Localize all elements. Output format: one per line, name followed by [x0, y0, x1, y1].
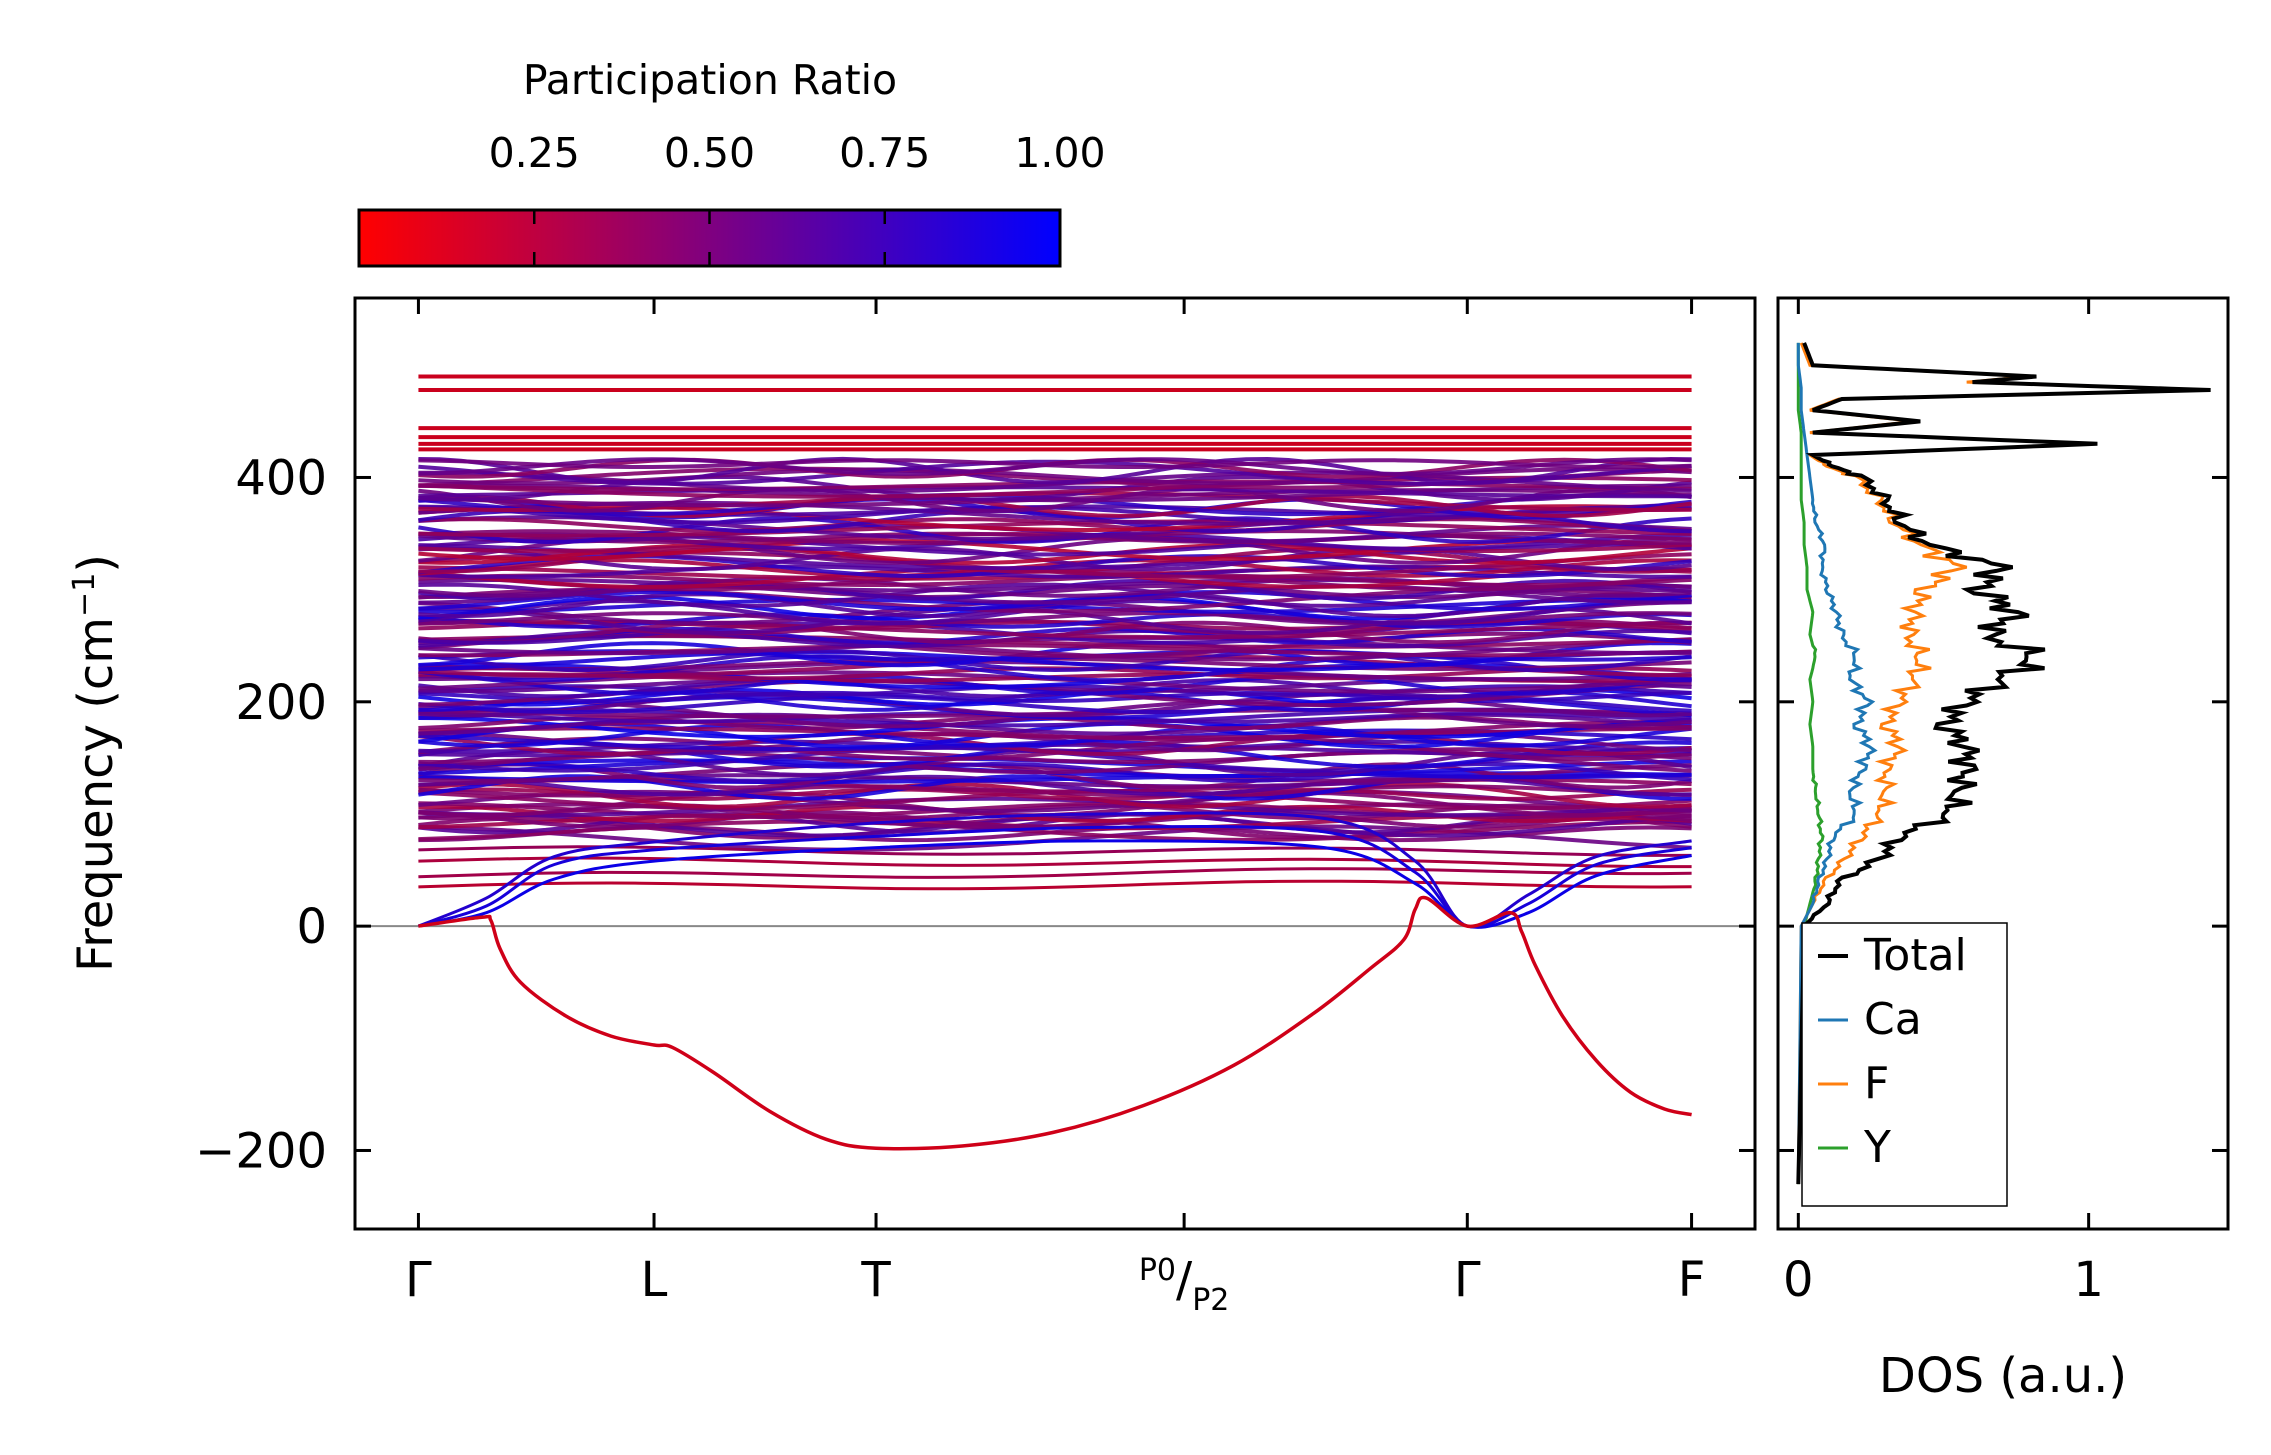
colorbar-ticks [533, 210, 1062, 266]
dos-lines [1796, 342, 2211, 1185]
k-label-part: / [1176, 1252, 1193, 1308]
phonon-band [418, 597, 1692, 614]
optic-band [418, 879, 1692, 891]
colorbar-tick-label: 0.75 [839, 129, 930, 177]
ylabel-suffix: ) [68, 554, 124, 573]
k-point-label: P0/P2 [1139, 1252, 1230, 1318]
soft-mode-band [418, 895, 1692, 1151]
y-tick-label: −200 [195, 1123, 327, 1179]
phonon-band [418, 458, 1692, 469]
band-x-ticks: Γ L T P0/P2 Γ F [405, 298, 1705, 1318]
acoustic-band [417, 811, 1692, 929]
legend-entries: Total Ca FY [1818, 930, 1967, 1173]
phonon-band [418, 558, 1692, 578]
ylabel-superscript: −1 [67, 573, 102, 617]
dos-legend: Total Ca FY [1801, 922, 2008, 1207]
band-y-axis-label: Frequency (cm−1) [67, 554, 124, 972]
legend-label: Total [1863, 930, 1967, 981]
k-point-label: F [1678, 1252, 1706, 1308]
legend-frame [1801, 922, 2008, 1207]
phonon-band [418, 804, 1692, 824]
phonon-band [418, 517, 1692, 533]
legend-label: Ca [1864, 994, 1922, 1045]
phonon-band [418, 456, 1692, 485]
colorbar-tick-label: 0.50 [664, 129, 755, 177]
phonon-band [418, 648, 1692, 673]
dos-series-ca [1796, 342, 1878, 1185]
legend-label: F [1864, 1058, 1889, 1109]
phonon-band [418, 564, 1692, 579]
phonon-band [418, 612, 1692, 629]
k-point-label: Γ [405, 1252, 432, 1308]
acoustic-band [417, 825, 1692, 929]
y-tick-label: 200 [235, 675, 327, 731]
phonon-band [418, 546, 1692, 572]
acoustic-band [418, 839, 1692, 929]
colorbar-tick-label: 0.25 [489, 129, 580, 177]
dos-series-total [1796, 342, 2211, 1185]
phonon-band [418, 487, 1692, 513]
dos-x-axis-label: DOS (a.u.) [1879, 1348, 2127, 1404]
colorbar-tick-label: 1.00 [1014, 129, 1105, 177]
k-label-part: P0 [1139, 1253, 1176, 1288]
y-tick-label: 400 [235, 450, 327, 506]
k-point-label: T [860, 1252, 891, 1308]
optic-band [418, 867, 1692, 879]
dos-axes-frame [1776, 296, 2230, 1231]
k-point-label: Γ [1454, 1252, 1481, 1308]
y-tick-label: 0 [296, 899, 327, 955]
colorbar: Participation Ratio 0.25 0.50 0.75 1.00 [357, 56, 1106, 268]
dos-series-y [1796, 342, 1825, 1185]
dos-x-tick-label: 0 [1783, 1252, 1814, 1308]
phonon-band [418, 641, 1692, 668]
phonon-band [418, 692, 1692, 718]
dos-x-tick-label: 1 [2073, 1252, 2104, 1308]
phonon-band [418, 573, 1692, 588]
optic-band [418, 856, 1692, 869]
legend-label: Y [1863, 1122, 1891, 1173]
colorbar-label: Participation Ratio [523, 56, 897, 104]
k-label-part: P2 [1192, 1283, 1229, 1318]
ylabel-prefix: Frequency (cm [68, 617, 124, 972]
band-y-ticks: −200 0 200 400 [195, 450, 1755, 1179]
phonon-band [418, 723, 1692, 748]
band-axes-frame [353, 296, 1757, 1231]
band-lines [355, 374, 1755, 1151]
optic-band [418, 845, 1692, 857]
colorbar-tick-labels: 0.25 0.50 0.75 1.00 [489, 129, 1106, 177]
band-structure-panel: −200 0 200 400 Γ L T P0/P2 Γ F Frequency (cm−1) [67, 296, 1757, 1318]
k-point-label: L [641, 1252, 668, 1308]
